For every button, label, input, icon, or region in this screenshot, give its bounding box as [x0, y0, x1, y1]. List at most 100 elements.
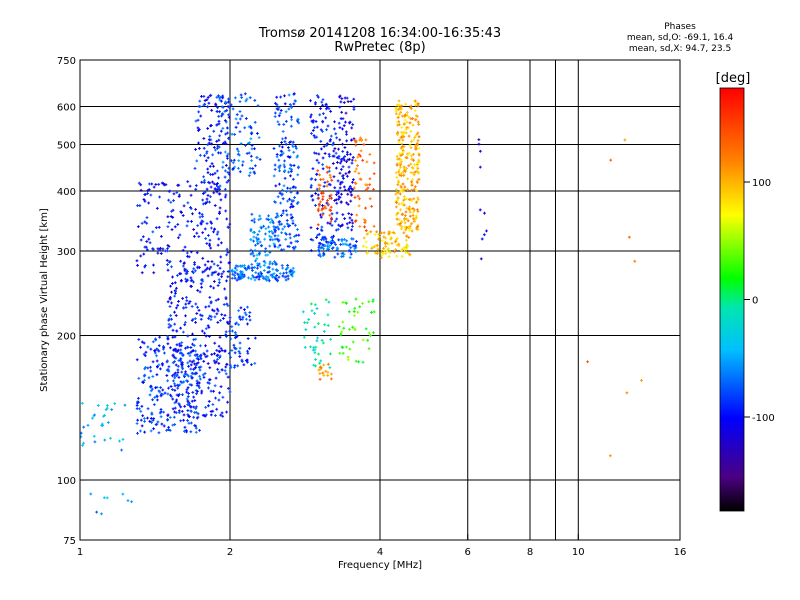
data-point	[217, 114, 221, 118]
data-point	[409, 146, 413, 150]
data-point	[186, 413, 190, 417]
data-point	[208, 181, 212, 185]
data-point	[311, 167, 315, 171]
data-point	[281, 151, 285, 155]
data-point	[354, 219, 358, 222]
data-point	[260, 226, 263, 230]
data-point	[284, 278, 288, 282]
data-point	[189, 405, 193, 409]
data-point	[406, 153, 410, 156]
data-point	[220, 105, 224, 109]
data-point	[226, 131, 229, 135]
data-point	[282, 184, 286, 188]
data-point	[152, 263, 155, 267]
data-point	[171, 208, 175, 212]
data-point	[239, 306, 243, 310]
data-point	[159, 386, 163, 389]
data-point	[281, 211, 285, 215]
data-point	[255, 236, 258, 240]
data-point	[221, 414, 225, 418]
data-point	[229, 355, 232, 359]
data-point	[225, 109, 229, 112]
data-point	[345, 222, 349, 226]
data-point	[353, 244, 357, 248]
data-point	[226, 152, 230, 156]
data-point	[238, 355, 242, 358]
data-point	[226, 322, 230, 326]
data-point	[221, 126, 225, 130]
data-point	[154, 226, 158, 230]
data-point	[382, 231, 386, 235]
data-point	[264, 247, 268, 251]
data-point	[235, 113, 239, 117]
data-point	[221, 165, 225, 169]
data-point	[342, 185, 346, 189]
data-point	[341, 346, 345, 349]
data-point	[315, 172, 319, 176]
data-point	[302, 335, 306, 339]
data-point	[328, 366, 332, 370]
data-point	[364, 206, 367, 210]
data-point	[209, 284, 213, 288]
data-point	[292, 92, 296, 96]
data-point	[339, 333, 343, 337]
data-point	[225, 362, 229, 366]
data-point	[402, 231, 406, 235]
data-point	[402, 165, 406, 169]
data-point	[268, 238, 272, 242]
data-point	[218, 110, 221, 114]
data-point	[405, 226, 409, 229]
data-point	[121, 437, 125, 441]
data-point	[194, 371, 198, 375]
data-point	[327, 169, 331, 173]
data-point	[354, 167, 358, 171]
y-tick-label: 600	[57, 103, 76, 114]
data-point	[168, 428, 172, 432]
data-point	[358, 225, 362, 228]
data-point	[206, 171, 210, 175]
data-point	[207, 381, 211, 385]
data-point	[313, 311, 316, 315]
data-point	[160, 422, 164, 426]
data-point	[239, 318, 243, 321]
y-tick-label: 100	[57, 476, 76, 487]
data-point	[286, 186, 289, 190]
data-point	[243, 264, 246, 267]
data-point	[166, 392, 170, 396]
data-point	[307, 318, 311, 321]
data-point	[400, 220, 404, 224]
data-point	[400, 202, 404, 206]
data-point	[274, 226, 278, 229]
data-point	[397, 170, 401, 174]
data-point	[347, 310, 351, 314]
data-point	[410, 183, 414, 187]
data-point	[174, 347, 178, 351]
data-point	[314, 120, 318, 123]
data-point	[341, 223, 344, 227]
data-point	[326, 124, 330, 128]
data-point	[184, 314, 187, 318]
data-point	[350, 218, 354, 222]
data-point	[325, 184, 329, 188]
data-point	[280, 264, 284, 267]
data-point	[166, 342, 170, 346]
data-point	[106, 421, 110, 424]
data-point	[220, 272, 224, 276]
data-point	[196, 305, 199, 309]
data-point	[346, 355, 350, 359]
data-point	[212, 309, 216, 313]
data-point	[395, 176, 399, 179]
data-point	[165, 428, 169, 432]
data-point	[413, 170, 417, 174]
data-point	[338, 186, 342, 190]
data-point	[275, 107, 279, 111]
data-point	[173, 310, 176, 314]
data-point	[296, 118, 300, 122]
data-point	[198, 211, 201, 215]
data-point	[204, 201, 208, 205]
data-point	[335, 193, 338, 197]
data-point	[276, 120, 280, 124]
data-point	[224, 209, 228, 213]
data-point	[236, 272, 240, 276]
data-point	[273, 260, 276, 264]
